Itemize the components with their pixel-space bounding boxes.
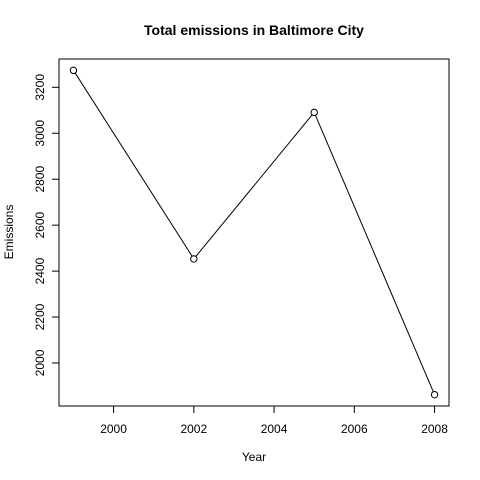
chart-title: Total emissions in Baltimore City [144,22,364,38]
y-axis: 2000 2200 2400 2600 2800 3000 3200 [33,74,60,376]
series-emissions [69,66,439,399]
x-tick-label: 2004 [261,422,288,436]
x-tick-label: 2000 [100,422,127,436]
y-tick-label: 2600 [33,211,47,238]
x-axis: 2000 2002 2004 2006 2008 [100,405,448,436]
data-point [69,66,78,75]
x-tick-label: 2006 [341,422,368,436]
data-point [430,390,439,399]
y-tick-label: 3200 [33,74,47,101]
plot-frame [58,58,450,407]
x-tick-label: 2002 [180,422,207,436]
y-tick-label: 2800 [33,166,47,193]
y-tick-label: 2000 [33,349,47,376]
y-tick-label: 2200 [33,303,47,330]
x-tick-label: 2008 [421,422,448,436]
y-tick-label: 3000 [33,120,47,147]
data-point [190,255,198,263]
y-axis-label: Emissions [2,205,16,260]
x-axis-label: Year [242,450,266,464]
y-tick-label: 2400 [33,257,47,284]
series-line [73,70,436,395]
data-point [310,108,318,117]
